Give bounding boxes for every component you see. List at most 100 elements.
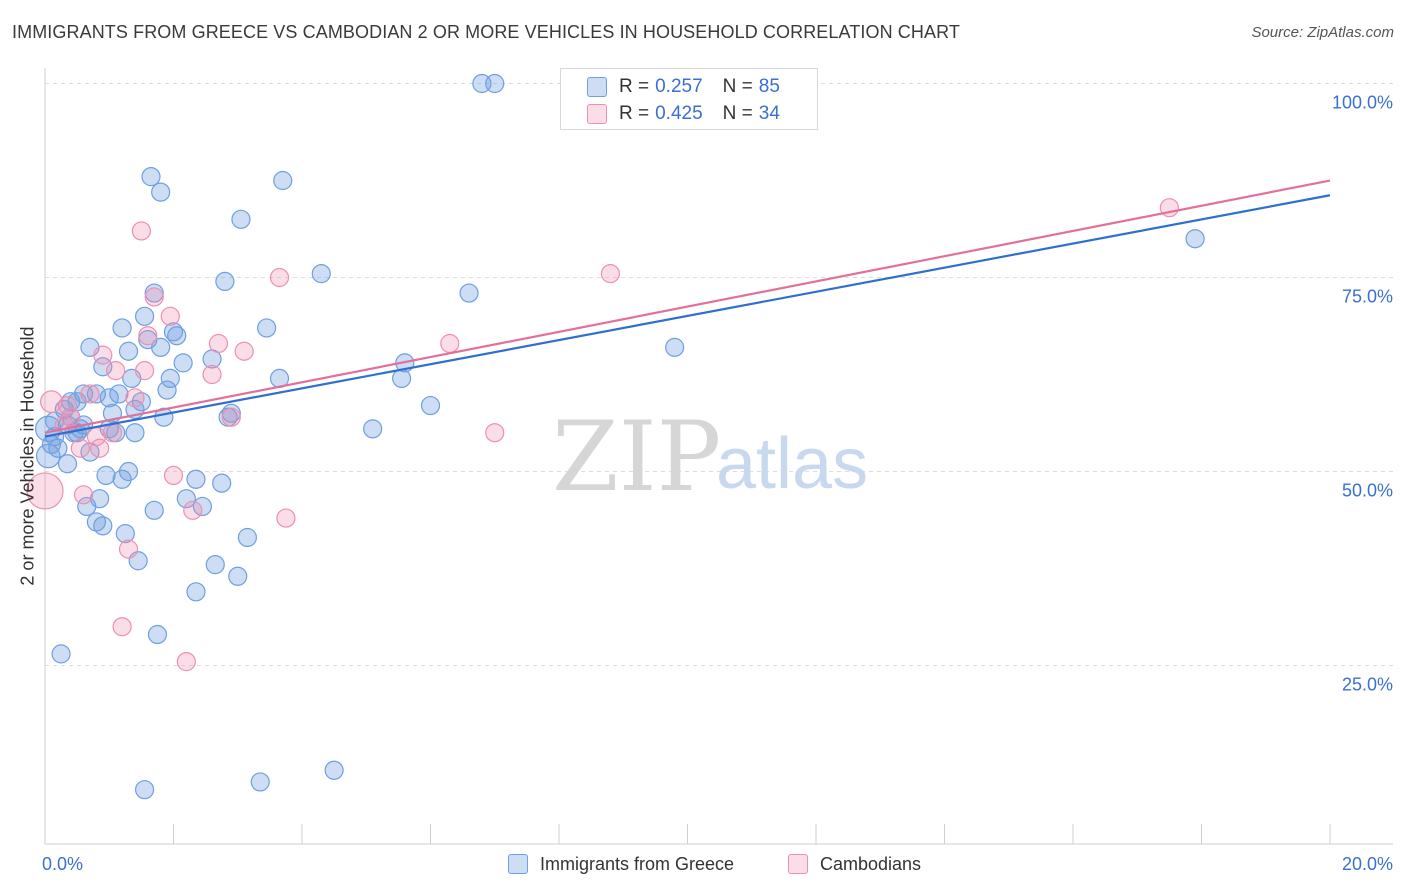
- point-greece: [665, 337, 685, 357]
- point-greece: [115, 523, 135, 544]
- source-credit: Source: ZipAtlas.com: [1251, 24, 1394, 41]
- point-greece: [134, 780, 155, 800]
- point-cambodians: [112, 617, 132, 637]
- point-greece: [57, 454, 78, 474]
- watermark: ZIP atlas: [552, 401, 868, 513]
- y-tick-label: 50.0%: [1342, 481, 1393, 501]
- point-greece: [96, 465, 116, 485]
- point-cambodians: [70, 438, 90, 458]
- point-greece: [99, 388, 119, 408]
- point-greece: [363, 419, 383, 439]
- point-cambodians: [73, 485, 94, 505]
- point-cambodians: [138, 326, 158, 346]
- point-cambodians: [93, 345, 113, 365]
- point-greece: [420, 395, 441, 416]
- point-cambodians: [61, 407, 81, 427]
- point-greece: [237, 527, 257, 548]
- point-greece: [93, 516, 113, 536]
- point-greece: [186, 469, 206, 489]
- legend-row-greece: R = 0.257 N = 85: [587, 75, 800, 99]
- point-greece: [192, 496, 213, 517]
- point-greece: [311, 264, 331, 284]
- point-cambodians: [80, 384, 100, 404]
- point-greece: [112, 469, 132, 489]
- legend-n-label: N =: [722, 103, 753, 124]
- bottom-legend-cambodians[interactable]: Cambodians: [788, 852, 921, 876]
- point-greece: [257, 318, 277, 338]
- point-greece: [35, 443, 61, 469]
- point-cambodians: [221, 407, 241, 427]
- point-greece: [160, 368, 180, 388]
- x-tick-label: 0.0%: [42, 854, 83, 874]
- point-greece: [151, 337, 171, 357]
- point-greece: [215, 271, 235, 291]
- point-greece: [212, 473, 232, 493]
- y-tick-label: 25.0%: [1342, 675, 1393, 695]
- trend-lines: [44, 179, 1331, 438]
- point-greece: [157, 380, 177, 400]
- point-greece: [231, 209, 251, 229]
- point-cambodians: [144, 287, 164, 307]
- watermark-atlas: atlas: [716, 424, 868, 504]
- point-cambodians: [176, 652, 196, 672]
- point-cambodians: [131, 221, 151, 241]
- point-cambodians: [134, 361, 155, 381]
- legend-swatch-cambodians: [587, 104, 607, 124]
- point-greece: [48, 438, 68, 458]
- y-tick-label: 75.0%: [1342, 287, 1393, 307]
- point-greece: [118, 461, 139, 482]
- legend-label-greece: Immigrants from Greece: [540, 853, 735, 874]
- point-greece: [141, 167, 161, 187]
- point-greece: [90, 489, 110, 509]
- point-cambodians: [163, 465, 184, 485]
- legend-n-label: N =: [722, 76, 753, 97]
- point-greece: [109, 384, 129, 404]
- point-greece: [151, 182, 171, 202]
- legend-r-label: R =: [619, 103, 650, 124]
- legend-n-value: 34: [758, 103, 780, 124]
- point-greece: [186, 582, 206, 602]
- point-cambodians: [90, 438, 110, 458]
- x-tick-label: 20.0%: [1342, 854, 1393, 874]
- point-greece: [228, 566, 248, 586]
- point-cambodians: [118, 539, 139, 559]
- point-cambodians: [106, 361, 126, 381]
- point-greece: [273, 170, 293, 191]
- legend-swatch-cambodians: [788, 854, 808, 874]
- point-greece: [112, 318, 132, 338]
- point-greece: [250, 772, 270, 792]
- bottom-legend-greece[interactable]: Immigrants from Greece: [508, 852, 734, 876]
- axes: [44, 68, 1393, 845]
- correlation-legend: R = 0.257 N = 85 R = 0.425 N = 34: [560, 68, 818, 130]
- gridlines: [45, 83, 1393, 667]
- tick-labels: 100.0% 75.0% 50.0% 25.0% 0.0% 20.0%: [42, 93, 1393, 874]
- point-greece: [147, 624, 168, 645]
- point-greece: [118, 341, 139, 361]
- point-greece: [51, 644, 71, 664]
- point-cambodians: [102, 423, 123, 443]
- trend-line-cambodians: [44, 179, 1331, 434]
- point-greece: [144, 500, 164, 520]
- point-cambodians: [208, 333, 229, 354]
- point-greece: [134, 306, 155, 326]
- point-cambodians: [276, 508, 296, 528]
- legend-label-cambodians: Cambodians: [820, 853, 922, 874]
- point-greece: [125, 423, 145, 443]
- point-greece: [324, 760, 344, 780]
- point-greece: [86, 384, 107, 404]
- legend-r-label: R =: [619, 76, 650, 97]
- y-tick-label: 100.0%: [1332, 93, 1393, 113]
- chart-title: IMMIGRANTS FROM GREECE VS CAMBODIAN 2 OR…: [12, 22, 960, 42]
- legend-n-value: 85: [758, 76, 780, 97]
- point-greece: [167, 326, 187, 346]
- point-cambodians: [440, 333, 460, 354]
- point-greece: [176, 489, 196, 509]
- point-cambodians: [57, 395, 78, 416]
- point-greece: [205, 555, 225, 575]
- legend-r-value: 0.425: [655, 103, 703, 124]
- y-axis-label: 2 or more Vehicles in Household: [17, 326, 38, 586]
- point-cambodians: [40, 390, 63, 414]
- point-cambodians: [26, 472, 64, 510]
- point-greece: [459, 283, 479, 303]
